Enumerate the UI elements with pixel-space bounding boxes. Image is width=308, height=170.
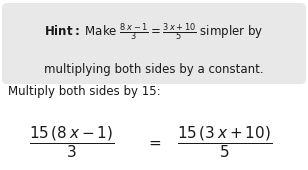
Text: $\dfrac{15\,(8\,x-1)}{3}$: $\dfrac{15\,(8\,x-1)}{3}$ [29,124,115,160]
Text: Multiply both sides by 15:: Multiply both sides by 15: [8,86,161,98]
Text: $=$: $=$ [146,134,162,149]
FancyBboxPatch shape [2,3,306,84]
Text: $\dfrac{15\,(3\,x+10)}{5}$: $\dfrac{15\,(3\,x+10)}{5}$ [177,124,273,160]
Text: $\mathbf{Hint:}$ Make $\frac{8\,x-1}{3} = \frac{3\,x+10}{5}$ simpler by: $\mathbf{Hint:}$ Make $\frac{8\,x-1}{3} … [44,21,264,43]
Text: multiplying both sides by a constant.: multiplying both sides by a constant. [44,63,264,75]
